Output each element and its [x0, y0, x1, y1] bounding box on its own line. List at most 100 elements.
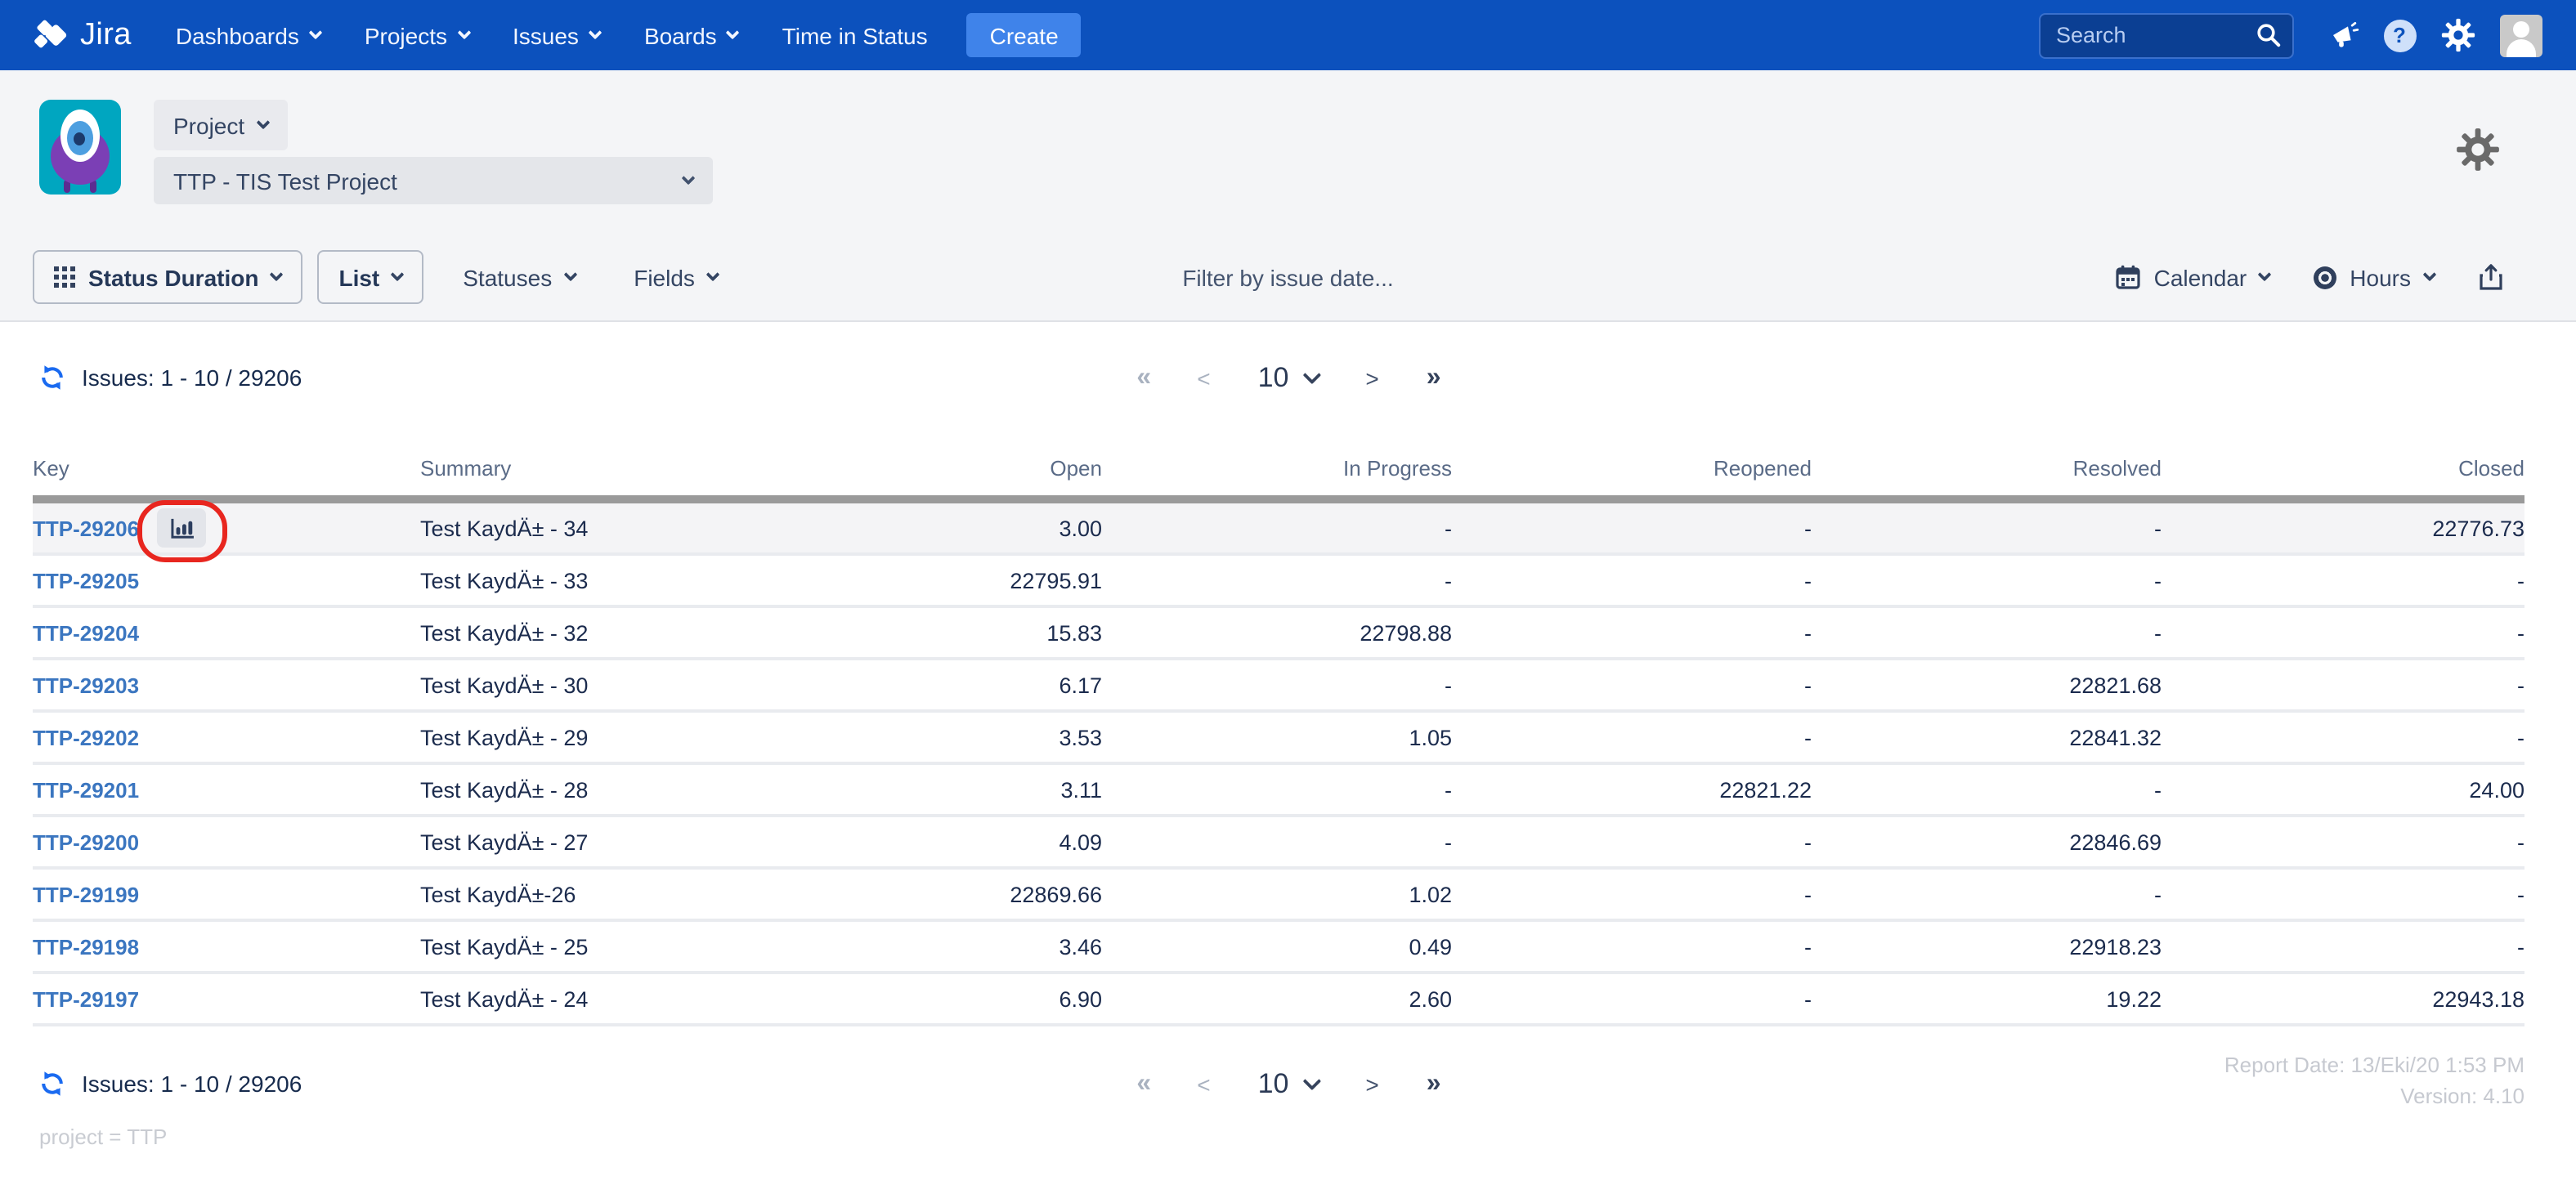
nav-item-time-in-status[interactable]: Time in Status — [782, 22, 928, 48]
main-nav: Dashboards Projects Issues Boards Time i… — [176, 22, 928, 48]
closed-value: - — [2517, 934, 2524, 959]
user-avatar[interactable] — [2499, 14, 2542, 56]
closed-value: - — [2517, 725, 2524, 749]
reopened-value: - — [1804, 620, 1812, 645]
pagination-next-button[interactable]: > — [1365, 1071, 1379, 1097]
closed-value: - — [2517, 673, 2524, 697]
open-value: 3.53 — [1059, 725, 1102, 749]
issue-key-link[interactable]: TTP-29200 — [33, 830, 140, 854]
pagination-last-button[interactable]: » — [1426, 363, 1441, 391]
nav-item-issues[interactable]: Issues — [513, 22, 603, 48]
table-row[interactable]: TTP-29201 Test KaydÄ± - 28 3.11 - 22821.… — [33, 765, 2524, 817]
statuses-dropdown[interactable]: Statuses — [463, 264, 577, 290]
resolved-value: 22841.32 — [2069, 725, 2162, 749]
in-progress-value: - — [1445, 673, 1452, 697]
in-progress-value: 1.05 — [1409, 725, 1452, 749]
nav-item-projects[interactable]: Projects — [365, 22, 471, 48]
table-row[interactable]: TTP-29197 Test KaydÄ± - 24 6.90 2.60 - 1… — [33, 974, 2524, 1026]
refresh-icon[interactable] — [39, 364, 65, 391]
reopened-value: 22821.22 — [1719, 777, 1812, 802]
page-size-select[interactable]: 10 — [1258, 364, 1321, 391]
reopened-value: - — [1804, 673, 1812, 697]
status-chart-button[interactable] — [157, 508, 207, 548]
pagination-prev-button[interactable]: < — [1197, 1071, 1211, 1097]
project-scope-dropdown[interactable]: Project — [154, 100, 288, 150]
reopened-value: - — [1804, 986, 1812, 1011]
open-value: 6.17 — [1059, 673, 1102, 697]
project-select[interactable]: TTP - TIS Test Project — [154, 157, 713, 204]
refresh-icon[interactable] — [39, 1071, 65, 1097]
chevron-down-icon — [255, 115, 270, 130]
issue-key-link[interactable]: TTP-29205 — [33, 568, 140, 593]
report-settings-gear-icon[interactable] — [2455, 127, 2499, 180]
issue-key-link[interactable]: TTP-29199 — [33, 882, 140, 906]
column-header-key[interactable]: Key — [33, 456, 69, 481]
nav-item-dashboards[interactable]: Dashboards — [176, 22, 323, 48]
open-value: 3.11 — [1060, 777, 1102, 802]
pagination-bottom: « < 10 > » — [1136, 1069, 1441, 1098]
search-icon[interactable] — [2254, 20, 2282, 48]
toolbar-right: Calendar Hours — [2117, 263, 2502, 291]
issue-key-link[interactable]: TTP-29203 — [33, 673, 140, 697]
column-header-resolved[interactable]: Resolved — [2072, 456, 2162, 481]
fields-dropdown[interactable]: Fields — [634, 264, 720, 290]
issue-key-link[interactable]: TTP-29201 — [33, 777, 140, 802]
settings-gear-icon[interactable] — [2440, 18, 2475, 52]
calendar-dropdown[interactable]: Calendar — [2117, 264, 2272, 290]
status-duration-table: Key Summary Open In Progress Reopened Re… — [33, 441, 2524, 1026]
issue-key-link[interactable]: TTP-29202 — [33, 725, 140, 749]
report-type-dropdown[interactable]: Status Duration — [33, 250, 303, 304]
issue-key-link[interactable]: TTP-29198 — [33, 934, 140, 959]
issue-key-link[interactable]: TTP-29206 — [33, 516, 140, 540]
reopened-value: - — [1804, 882, 1812, 906]
resolved-value: - — [2154, 620, 2162, 645]
table-row[interactable]: TTP-29199 Test KaydÄ±-26 22869.66 1.02 -… — [33, 870, 2524, 922]
help-icon[interactable]: ? — [2383, 19, 2416, 51]
column-header-reopened[interactable]: Reopened — [1714, 456, 1812, 481]
pagination-last-button[interactable]: » — [1426, 1069, 1441, 1097]
issue-key-link[interactable]: TTP-29197 — [33, 986, 140, 1011]
nav-item-boards[interactable]: Boards — [644, 22, 741, 48]
open-value: 15.83 — [1046, 620, 1102, 645]
table-row[interactable]: TTP-29206 Test KaydÄ± - 34 3.00 - — [33, 500, 2524, 562]
report-date-text: Report Date: 13/Eki/20 1:53 PM — [2224, 1053, 2524, 1077]
issue-date-filter-input[interactable] — [1026, 262, 1550, 292]
table-row[interactable]: TTP-29205 Test KaydÄ± - 33 22795.91 - - … — [33, 556, 2524, 608]
chevron-down-icon — [681, 171, 696, 186]
table-row[interactable]: TTP-29204 Test KaydÄ± - 32 15.83 22798.8… — [33, 608, 2524, 660]
search-input[interactable] — [2038, 12, 2293, 58]
column-header-summary[interactable]: Summary — [420, 456, 512, 481]
table-row[interactable]: TTP-29198 Test KaydÄ± - 25 3.46 0.49 - 2… — [33, 922, 2524, 974]
in-progress-value: - — [1445, 777, 1452, 802]
pagination-first-button[interactable]: « — [1136, 1069, 1151, 1097]
view-mode-dropdown[interactable]: List — [317, 250, 424, 304]
pagination-first-button[interactable]: « — [1136, 363, 1151, 391]
project-avatar[interactable] — [39, 100, 121, 195]
column-header-open[interactable]: Open — [1050, 456, 1102, 481]
issue-summary: Test KaydÄ± - 34 — [420, 516, 589, 540]
pagination-next-button[interactable]: > — [1365, 364, 1379, 391]
table-row[interactable]: TTP-29203 Test KaydÄ± - 30 6.17 - - 2282… — [33, 660, 2524, 713]
reopened-value: - — [1804, 568, 1812, 593]
chevron-down-icon — [1302, 1071, 1321, 1091]
table-header-divider — [33, 495, 2524, 503]
closed-value: 22776.73 — [2432, 516, 2524, 540]
column-header-closed[interactable]: Closed — [2458, 456, 2524, 481]
page-size-select[interactable]: 10 — [1258, 1070, 1321, 1098]
export-icon[interactable] — [2478, 263, 2502, 291]
table-row[interactable]: TTP-29202 Test KaydÄ± - 29 3.53 1.05 - 2… — [33, 713, 2524, 765]
announcements-megaphone-icon[interactable] — [2329, 21, 2359, 49]
pagination-prev-button[interactable]: < — [1197, 364, 1211, 391]
pagination-top: « < 10 > » — [1136, 363, 1441, 391]
time-unit-dropdown[interactable]: Hours — [2314, 264, 2436, 290]
jira-logo[interactable]: Jira — [33, 17, 132, 53]
table-row[interactable]: TTP-29200 Test KaydÄ± - 27 4.09 - - 2284… — [33, 817, 2524, 870]
issue-key-link[interactable]: TTP-29204 — [33, 620, 140, 645]
report-meta: Report Date: 13/Eki/20 1:53 PM Version: … — [2224, 1049, 2524, 1111]
column-header-in-progress[interactable]: In Progress — [1343, 456, 1452, 481]
project-header: Project TTP - TIS Test Project — [0, 70, 2576, 234]
open-value: 4.09 — [1059, 830, 1102, 854]
closed-value: - — [2517, 882, 2524, 906]
create-button[interactable]: Create — [966, 13, 1082, 57]
issue-summary: Test KaydÄ± - 30 — [420, 673, 589, 697]
